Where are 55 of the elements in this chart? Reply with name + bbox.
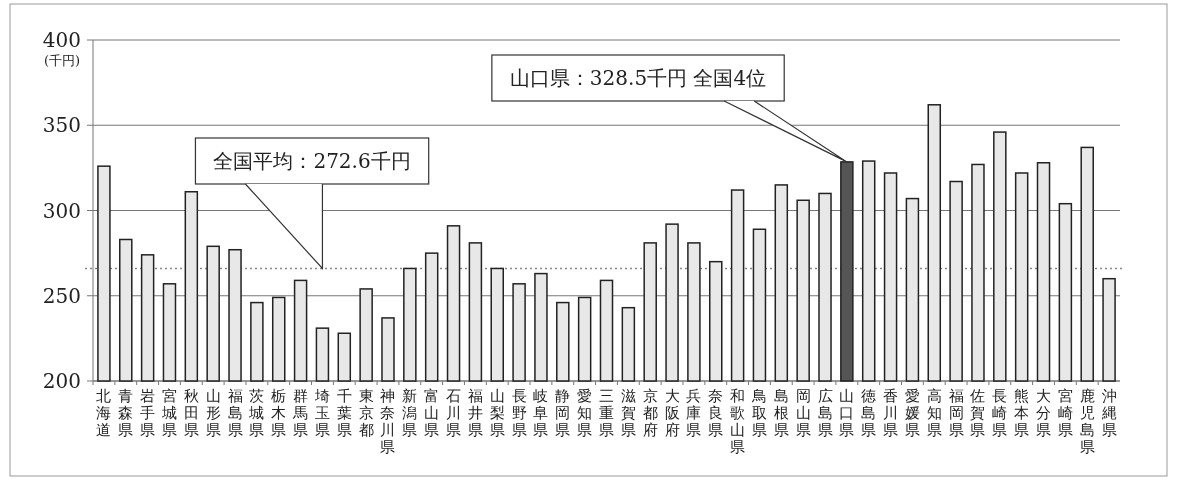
x-tick-label: 愛媛県 (904, 387, 920, 439)
x-tick-label: 山形県 (205, 387, 221, 439)
x-tick-label: 青森県 (118, 387, 134, 439)
y-tick-label: 250 (42, 283, 81, 308)
x-tick-label: 埼玉県 (313, 387, 330, 439)
x-tick-label: 静岡県 (555, 387, 571, 439)
x-tick-label: 熊本県 (1014, 387, 1030, 439)
x-tick-label: 北海道 (96, 387, 112, 439)
y-axis-title: (千円) (43, 53, 81, 68)
x-tick-label: 福井県 (467, 387, 483, 439)
x-tick-label: 宮崎県 (1057, 387, 1073, 439)
x-tick-label: 神奈川県 (380, 387, 396, 456)
y-tick-label: 300 (42, 198, 81, 223)
x-tick-label: 鹿児島県 (1079, 387, 1095, 456)
x-tick-label: 高知県 (926, 387, 942, 439)
x-tick-label: 山口県 (839, 387, 855, 439)
x-tick-label: 岩手県 (140, 387, 156, 439)
x-tick-label: 和歌山県 (730, 387, 746, 456)
x-tick-label: 沖縄県 (1100, 387, 1117, 439)
x-tick-label: 茨城県 (248, 387, 265, 439)
x-tick-label: 福島県 (227, 387, 243, 439)
x-tick-label: 滋賀県 (620, 387, 636, 439)
x-tick-label: 秋田県 (183, 387, 199, 439)
x-tick-label: 宮城県 (160, 387, 177, 439)
x-tick-label: 広島県 (817, 387, 833, 439)
x-tick-label: 東京都 (358, 387, 374, 439)
y-tick-label: 350 (42, 113, 81, 138)
x-tick-label: 福岡県 (948, 387, 964, 439)
x-tick-label: 栃木県 (271, 387, 287, 439)
x-tick-label: 石川県 (446, 387, 462, 439)
annotation: 山口県：328.5千円 全国4位 (509, 66, 767, 90)
x-tick-label: 長崎県 (992, 387, 1008, 439)
annotation: 全国平均：272.6千円 (213, 149, 411, 173)
x-tick-label: 千葉県 (336, 387, 352, 439)
x-tick-label: 香川県 (883, 387, 899, 439)
x-tick-label: 岡山県 (795, 387, 811, 439)
x-tick-label: 島根県 (773, 387, 789, 439)
x-tick-label: 京都府 (642, 387, 658, 439)
y-tick-label: 400 (42, 28, 81, 52)
x-tick-label: 奈良県 (708, 387, 724, 439)
x-tick-label: 富山県 (424, 387, 440, 439)
x-tick-label: 長野県 (511, 387, 527, 439)
x-tick-label: 群馬県 (292, 387, 309, 439)
y-tick-label: 200 (42, 369, 81, 393)
x-tick-label: 山梨県 (489, 387, 505, 439)
x-tick-label: 大阪府 (664, 387, 680, 439)
x-tick-label: 徳島県 (861, 387, 877, 439)
x-tick-label: 岐阜県 (533, 387, 549, 439)
x-tick-label: 鳥取県 (750, 387, 767, 439)
x-tick-label: 兵庫県 (686, 387, 702, 439)
x-tick-label: 佐賀県 (970, 387, 986, 439)
x-tick-label: 大分県 (1036, 387, 1052, 439)
x-tick-label: 新潟県 (402, 387, 418, 439)
x-tick-label: 三重県 (599, 387, 614, 439)
x-tick-label: 愛知県 (577, 387, 593, 439)
